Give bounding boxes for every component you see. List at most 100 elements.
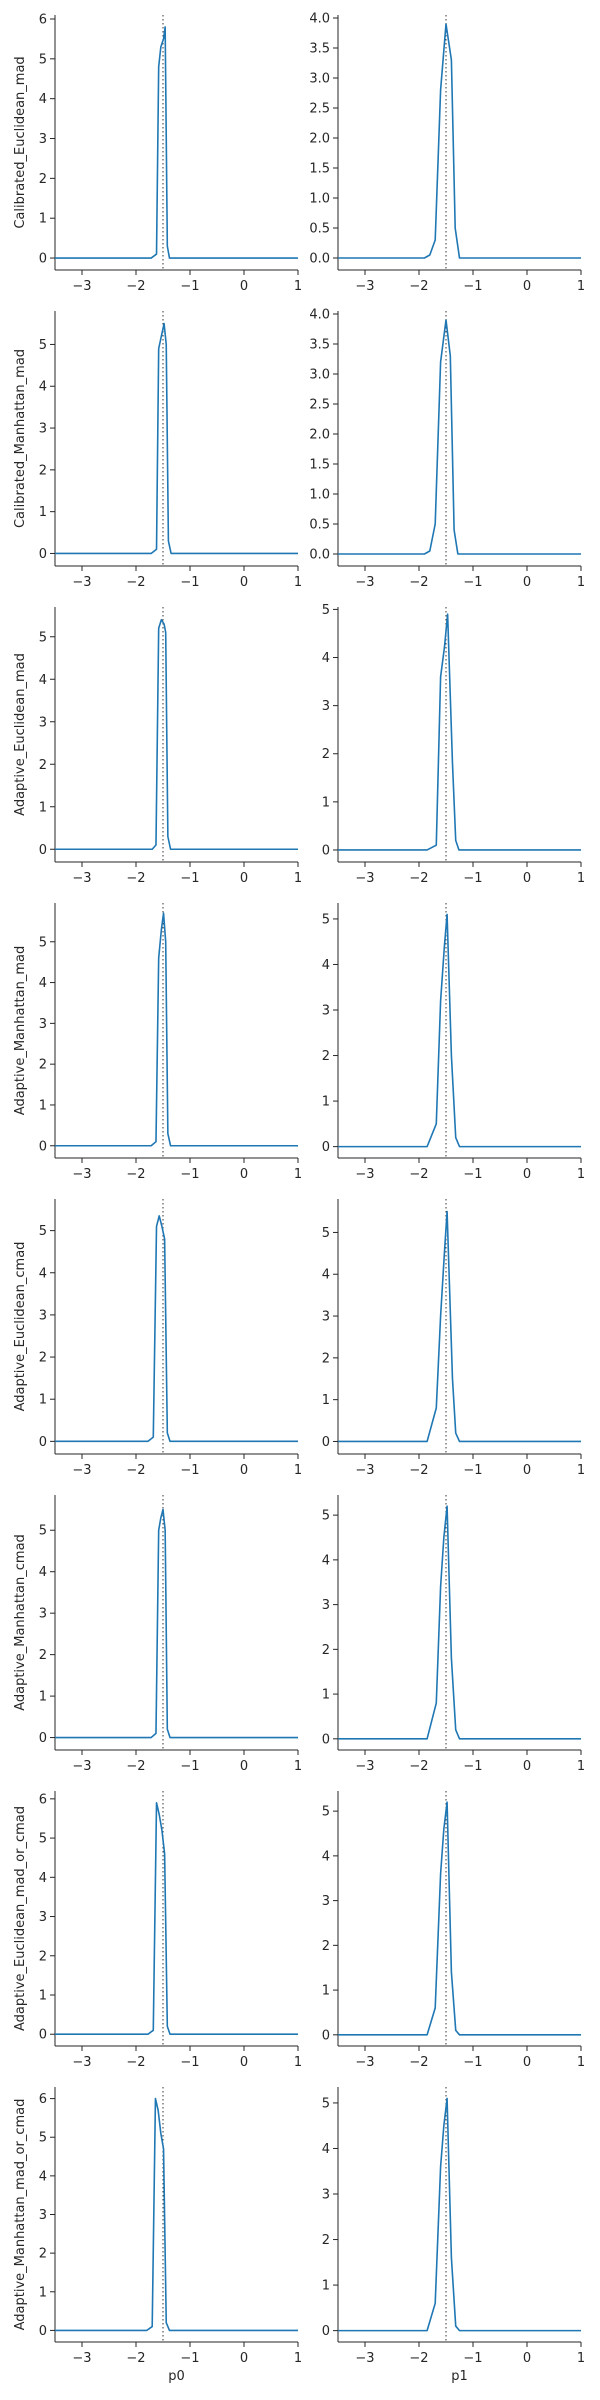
y-tick-label: 4 bbox=[322, 651, 330, 666]
x-tick-label: −3 bbox=[72, 2351, 91, 2366]
x-tick-label: −3 bbox=[355, 1167, 374, 1182]
y-tick-label: 1 bbox=[39, 800, 47, 815]
x-tick-label: 1 bbox=[294, 2055, 302, 2070]
panel-Calibrated_Manhattan_mad-p0: −3 −2 −1 0 1 0 1 2 3 4 5 bbox=[39, 311, 302, 590]
y-tick-label: 3.0 bbox=[309, 368, 330, 383]
x-tick-label: −1 bbox=[463, 1463, 482, 1478]
x-tick-label: 1 bbox=[294, 1167, 302, 1182]
x-tick-label: −3 bbox=[355, 2351, 374, 2366]
x-tick-label: 0 bbox=[523, 2055, 531, 2070]
panel-Adaptive_Euclidean_cmad-p0: −3 −2 −1 0 1 0 1 2 3 4 5 bbox=[39, 1199, 302, 1478]
x-tick-label: −2 bbox=[409, 2055, 428, 2070]
y-tick-label: 1.5 bbox=[309, 458, 330, 473]
y-tick-label: 2.5 bbox=[309, 398, 330, 413]
y-tick-label: 0 bbox=[39, 2324, 47, 2339]
x-tick-label: −1 bbox=[463, 2351, 482, 2366]
y-tick-label: 1 bbox=[322, 1984, 330, 1999]
y-tick-label: 5 bbox=[322, 2096, 330, 2111]
x-tick-label: −2 bbox=[409, 871, 428, 886]
panel-Calibrated_Euclidean_mad-p0: −3 −2 −1 0 1 0 1 2 3 4 5 6 bbox=[39, 12, 302, 294]
x-tick-label: −1 bbox=[180, 1463, 199, 1478]
x-tick-label: −2 bbox=[409, 1759, 428, 1774]
x-tick-label: −3 bbox=[72, 1759, 91, 1774]
y-tick-label: 3 bbox=[39, 2208, 47, 2223]
y-tick-label: 5 bbox=[39, 935, 47, 950]
y-tick-label: 2 bbox=[322, 1939, 330, 1954]
y-tick-label: 3 bbox=[39, 422, 47, 437]
x-tick-label: −2 bbox=[126, 1463, 145, 1478]
x-tick-label: −3 bbox=[72, 1463, 91, 1478]
x-tick-label: −2 bbox=[409, 1167, 428, 1182]
y-tick-label: 4 bbox=[39, 673, 47, 688]
y-tick-label: 0 bbox=[39, 1139, 47, 1154]
y-tick-label: 2 bbox=[39, 172, 47, 187]
x-tick-label: −2 bbox=[126, 575, 145, 590]
y-tick-label: 2.5 bbox=[309, 102, 330, 117]
density-line bbox=[55, 26, 298, 259]
x-tick-label: 1 bbox=[294, 2351, 302, 2366]
y-tick-label: 3 bbox=[39, 132, 47, 147]
x-tick-label: −3 bbox=[72, 279, 91, 294]
x-tick-label: −3 bbox=[72, 871, 91, 886]
y-tick-label: 4.0 bbox=[309, 308, 330, 323]
y-tick-label: 6 bbox=[39, 12, 47, 27]
y-tick-label: 6 bbox=[39, 2092, 47, 2107]
y-tick-label: 3 bbox=[322, 1598, 330, 1613]
y-tick-label: 3 bbox=[322, 699, 330, 714]
density-line bbox=[55, 1215, 298, 1443]
y-tick-label: 1 bbox=[39, 1690, 47, 1705]
x-tick-label: 1 bbox=[294, 1759, 302, 1774]
x-tick-label: 0 bbox=[240, 575, 248, 590]
density-line bbox=[55, 322, 298, 555]
y-tick-label: 5 bbox=[322, 912, 330, 927]
y-tick-label: 0 bbox=[39, 2028, 47, 2043]
y-tick-label: 5 bbox=[39, 1832, 47, 1847]
density-line bbox=[338, 1210, 581, 1443]
x-tick-label: 0 bbox=[523, 871, 531, 886]
x-tick-label: −3 bbox=[355, 871, 374, 886]
y-tick-label: 2 bbox=[39, 1949, 47, 1964]
x-tick-label: 1 bbox=[577, 2055, 585, 2070]
y-tick-label: 0 bbox=[39, 1435, 47, 1450]
y-tick-label: 4 bbox=[322, 958, 330, 973]
y-tick-label: 1.0 bbox=[309, 488, 330, 503]
y-tick-label: 2 bbox=[39, 2247, 47, 2262]
y-tick-label: 2.0 bbox=[309, 132, 330, 147]
y-tick-label: 4 bbox=[39, 976, 47, 991]
density-line bbox=[338, 613, 581, 851]
x-tick-label: 1 bbox=[577, 1463, 585, 1478]
x-tick-label: 0 bbox=[523, 575, 531, 590]
x-tick-label: −1 bbox=[463, 1167, 482, 1182]
row-label: Adaptive_Manhattan_cmad bbox=[13, 1534, 28, 1711]
panel-Adaptive_Manhattan_mad-p1: −3 −2 −1 0 1 0 1 2 3 4 5 bbox=[322, 903, 585, 1182]
y-tick-label: 1 bbox=[39, 1989, 47, 2004]
x-tick-label: −2 bbox=[126, 2351, 145, 2366]
density-line bbox=[55, 2097, 298, 2332]
y-tick-label: 4 bbox=[322, 1849, 330, 1864]
y-tick-label: 4 bbox=[322, 1268, 330, 1283]
y-tick-label: 3 bbox=[39, 1910, 47, 1925]
panel-Adaptive_Manhattan_mad_or_cmad-p1: −3 −2 −1 0 1 0 1 2 3 4 5 p1 bbox=[322, 2087, 585, 2384]
y-tick-label: 0 bbox=[322, 1732, 330, 1747]
x-axis-label: p0 bbox=[168, 2369, 185, 2384]
x-tick-label: −1 bbox=[180, 871, 199, 886]
row-label: Adaptive_Euclidean_cmad bbox=[13, 1242, 28, 1412]
y-tick-label: 0.0 bbox=[309, 548, 330, 563]
y-tick-label: 1.5 bbox=[309, 162, 330, 177]
x-tick-label: −2 bbox=[126, 279, 145, 294]
density-line bbox=[338, 23, 581, 259]
y-tick-label: 1 bbox=[39, 1393, 47, 1408]
y-tick-label: 0 bbox=[322, 1435, 330, 1450]
y-tick-label: 5 bbox=[39, 1524, 47, 1539]
y-tick-label: 5 bbox=[39, 2131, 47, 2146]
density-line bbox=[338, 913, 581, 1148]
y-tick-label: 2 bbox=[322, 747, 330, 762]
y-tick-label: 2 bbox=[322, 1351, 330, 1366]
x-tick-label: 0 bbox=[240, 1759, 248, 1774]
x-tick-label: 1 bbox=[577, 2351, 585, 2366]
x-tick-label: 1 bbox=[577, 575, 585, 590]
x-tick-label: 0 bbox=[523, 2351, 531, 2366]
x-tick-label: −2 bbox=[126, 2055, 145, 2070]
x-tick-label: −3 bbox=[355, 1463, 374, 1478]
y-tick-label: 2 bbox=[39, 463, 47, 478]
